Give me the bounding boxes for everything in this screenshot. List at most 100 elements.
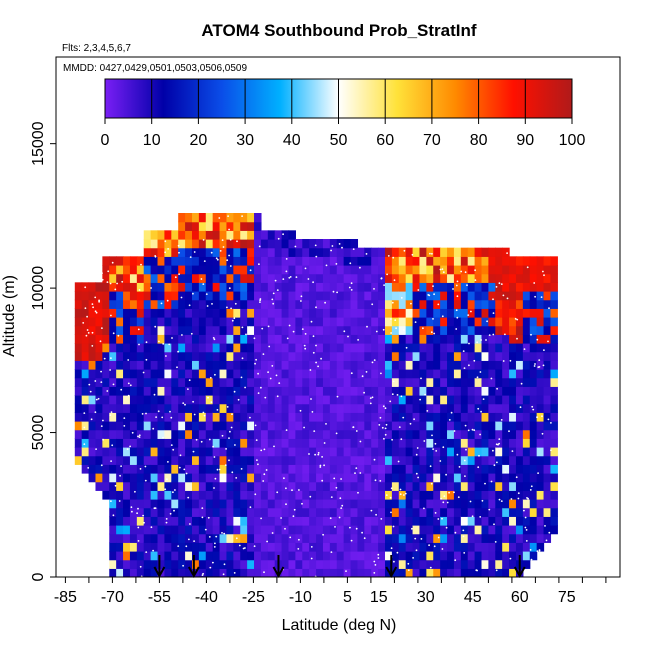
sample-point [323, 442, 326, 444]
heatmap-cell [164, 377, 172, 387]
heatmap-cell [240, 533, 248, 543]
heatmap-cell [550, 265, 558, 275]
heatmap-cell [219, 568, 228, 577]
heatmap-cell [515, 343, 524, 353]
heatmap-cell [357, 525, 365, 535]
heatmap-cell [488, 551, 496, 561]
heatmap-cell [191, 525, 200, 535]
heatmap-cell [198, 412, 207, 422]
heatmap-cell [198, 265, 207, 275]
heatmap-cell [302, 386, 310, 396]
heatmap-cell [515, 421, 524, 431]
heatmap-cell [150, 516, 159, 526]
heatmap-cell [88, 308, 97, 318]
heatmap-cell [191, 377, 200, 387]
heatmap-cell [171, 334, 179, 344]
flight-marker-arrow [187, 566, 200, 579]
heatmap-cell [322, 412, 331, 422]
sample-point [348, 286, 351, 289]
heatmap-cell [171, 395, 179, 405]
heatmap-cell [240, 256, 248, 266]
sample-point [496, 461, 498, 464]
heatmap-cell [281, 386, 290, 396]
heatmap-cell [536, 447, 545, 457]
heatmap-cell [295, 568, 303, 577]
heatmap-cell [267, 568, 276, 577]
heatmap-cell [109, 351, 117, 361]
sample-point [340, 507, 343, 509]
sample-point [498, 447, 501, 450]
heatmap-cell [226, 369, 234, 379]
heatmap-cell [212, 221, 221, 231]
heatmap-cell [467, 551, 476, 561]
sample-point [229, 430, 231, 433]
heatmap-cell [198, 507, 207, 517]
heatmap-cell [281, 377, 290, 387]
heatmap-cell [254, 525, 262, 535]
heatmap-cell [143, 473, 152, 483]
heatmap-cell [502, 438, 510, 448]
heatmap-cell [198, 516, 207, 526]
sample-point [345, 570, 347, 572]
heatmap-cell [281, 473, 290, 483]
heatmap-cell [212, 499, 221, 509]
heatmap-cell [433, 525, 441, 535]
heatmap-cell [254, 299, 262, 309]
heatmap-cell [460, 403, 469, 413]
sample-point [533, 282, 536, 284]
heatmap-cell [453, 308, 462, 318]
heatmap-cell [302, 559, 310, 569]
heatmap-cell [123, 360, 131, 370]
heatmap-cell [219, 343, 228, 353]
heatmap-cell [350, 438, 359, 448]
heatmap-cell [226, 525, 234, 535]
heatmap-cell [198, 568, 207, 577]
sample-point [273, 445, 275, 448]
sample-point [404, 492, 407, 495]
heatmap-cell [143, 377, 152, 387]
sample-point [102, 438, 104, 441]
heatmap-cell [391, 273, 400, 283]
sample-point [143, 521, 145, 524]
heatmap-cell [267, 551, 276, 561]
heatmap-cell [309, 282, 317, 292]
heatmap-cell [116, 568, 124, 577]
heatmap-cell [467, 377, 476, 387]
heatmap-cell [536, 403, 545, 413]
sample-point [201, 574, 204, 576]
heatmap-cell [329, 247, 338, 257]
x-tick-label: -55 [148, 589, 171, 606]
heatmap-cell [260, 421, 269, 431]
heatmap-cell [164, 273, 172, 283]
heatmap-cell [274, 447, 283, 457]
sample-point [231, 413, 233, 416]
heatmap-cell [109, 516, 117, 526]
sample-point [214, 542, 216, 545]
heatmap-cell [405, 386, 414, 396]
heatmap-cell [447, 568, 455, 577]
heatmap-cell [260, 369, 269, 379]
sample-point [349, 262, 352, 265]
heatmap-cell [309, 499, 317, 509]
heatmap-cell [481, 325, 489, 335]
sample-point [165, 355, 167, 357]
heatmap-cell [185, 542, 193, 552]
sample-point [482, 398, 485, 400]
heatmap-cell [116, 542, 124, 552]
heatmap-cell [440, 247, 448, 257]
heatmap-cell [398, 429, 407, 439]
heatmap-cell [453, 507, 462, 517]
heatmap-cell [502, 516, 510, 526]
heatmap-cell [267, 542, 276, 552]
heatmap-cell [467, 438, 476, 448]
sample-point [91, 303, 94, 305]
heatmap-cell [474, 568, 483, 577]
heatmap-cell [198, 213, 207, 223]
heatmap-cell [350, 551, 359, 561]
heatmap-cell [240, 507, 248, 517]
heatmap-cell [522, 308, 531, 318]
heatmap-cell [405, 299, 414, 309]
heatmap-cell [502, 265, 510, 275]
heatmap-cell [171, 369, 179, 379]
heatmap-cell [509, 490, 517, 500]
